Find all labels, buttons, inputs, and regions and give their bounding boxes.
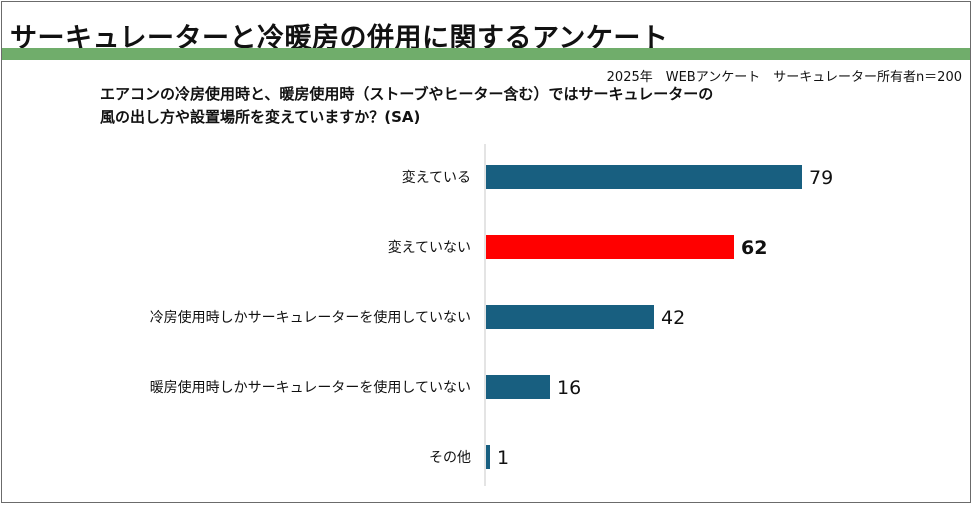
category-label: 変えていない xyxy=(388,239,471,256)
bar xyxy=(486,305,654,329)
category-label: 暖房使用時しかサーキュレーターを使用していない xyxy=(150,379,471,396)
data-label: 62 xyxy=(741,237,767,259)
bar xyxy=(486,375,550,399)
category-label: その他 xyxy=(429,450,471,466)
data-label: 79 xyxy=(809,167,833,189)
bar xyxy=(486,445,490,469)
category-label: 変えている xyxy=(402,169,471,186)
survey-question: エアコンの冷房使用時と、暖房使用時（ストーブやヒーター含む）ではサーキュレーター… xyxy=(100,83,713,129)
survey-source-note: 2025年 WEBアンケート サーキュレーター所有者n＝200 xyxy=(606,70,962,85)
category-label: 冷房使用時しかサーキュレーターを使用していない xyxy=(150,309,471,326)
data-label: 42 xyxy=(661,307,685,329)
data-label: 16 xyxy=(557,377,581,399)
bar xyxy=(486,165,802,189)
data-label: 1 xyxy=(497,447,509,469)
question-line-2: 風の出し方や設置場所を変えていますか？(SA) xyxy=(100,108,421,126)
bar xyxy=(486,235,734,259)
title-underline-bar xyxy=(2,48,970,60)
question-line-1: エアコンの冷房使用時と、暖房使用時（ストーブやヒーター含む）ではサーキュレーター… xyxy=(100,85,714,103)
